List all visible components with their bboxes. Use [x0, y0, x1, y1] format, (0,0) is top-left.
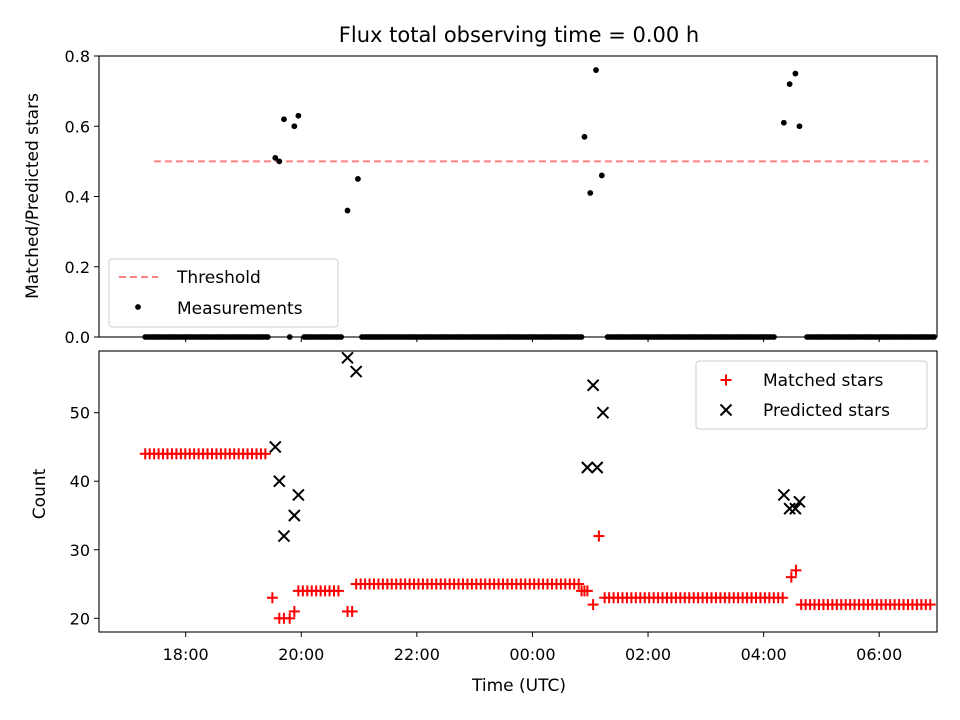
bottom-y-tick-label: 50	[70, 404, 90, 423]
measurement-point	[587, 190, 594, 196]
measurement-point	[272, 154, 279, 161]
matched-star-point	[581, 585, 593, 597]
measurement-point	[786, 81, 793, 87]
top-y-tick-label: 0.0	[65, 328, 90, 347]
bottom-y-tick-label: 20	[70, 609, 90, 628]
predicted-star-point	[273, 475, 286, 488]
predicted-star-point	[292, 488, 305, 502]
x-tick-label: 20:00	[278, 645, 324, 664]
top-y-axis-label: Matched/Predicted stars	[23, 93, 43, 299]
top-axes-frame	[98, 55, 938, 338]
measurement-point	[598, 172, 605, 179]
measurement-point	[581, 133, 588, 140]
measurement-point	[792, 70, 799, 77]
predicted-star-point	[288, 509, 301, 522]
matched-star-point	[573, 578, 585, 590]
predicted-star-point	[586, 379, 600, 392]
bottom-y-tick-label: 40	[70, 472, 90, 491]
matched-star-point	[777, 592, 789, 604]
matched-star-point	[593, 530, 605, 542]
matched-star-point	[266, 592, 278, 604]
predicted-star-point	[277, 529, 291, 543]
measurement-point	[291, 123, 298, 130]
bottom-y-tick-label: 30	[70, 541, 90, 560]
bottom-y-axis-label: Count	[30, 468, 50, 519]
measurement-point	[796, 123, 803, 130]
predicted-star-point	[777, 488, 791, 502]
x-tick-label: 02:00	[625, 645, 671, 664]
x-tick-label: 00:00	[509, 645, 555, 664]
bottom-panel: 20 30 40 50 18:00 20:00 22:00 00:00 02:00 04:00 06…	[70, 350, 938, 664]
bottom-axes-frame	[98, 350, 938, 633]
top-y-tick-label: 0.2	[65, 258, 90, 277]
measurement-point	[276, 158, 283, 165]
predicted-star-point	[349, 365, 363, 378]
x-tick-label: 22:00	[394, 645, 440, 664]
matched-star-point	[790, 564, 802, 576]
top-y-tick-label: 0.4	[65, 188, 90, 207]
measurement-point	[281, 116, 287, 123]
top-y-tick-label: 0.6	[65, 117, 90, 136]
measurement-point	[344, 207, 351, 214]
measurement-point	[780, 119, 787, 126]
legend-measurements-swatch	[135, 304, 141, 310]
top-panel: 0.0 0.2 0.4 0.6 0.8 Threshold Measurements	[65, 47, 938, 347]
matched-star-point	[346, 605, 358, 617]
legend-matched-swatch	[720, 374, 732, 386]
matched-star-point	[785, 571, 797, 583]
top-legend-box	[108, 258, 339, 328]
predicted-star-point	[783, 502, 796, 515]
bottom-legend-box	[695, 360, 928, 430]
predicted-star-point	[581, 461, 594, 474]
x-tick-label: 06:00	[856, 645, 902, 664]
top-legend: Threshold Measurements	[108, 258, 339, 328]
predicted-star-point	[793, 495, 806, 508]
matched-star-point	[259, 448, 271, 460]
legend-predicted-swatch	[719, 403, 733, 417]
predicted-star-point	[596, 406, 610, 419]
matched-star-point	[924, 599, 936, 611]
bottom-legend: Matched stars Predicted stars	[695, 360, 928, 430]
measurement-point	[355, 176, 361, 182]
predicted-star-point	[269, 440, 282, 454]
legend-measurements-label: Measurements	[177, 299, 303, 319]
legend-threshold-label: Threshold	[176, 268, 261, 288]
top-y-tick-label: 0.8	[65, 47, 90, 66]
predicted-star-point	[341, 351, 354, 365]
legend-matched-label: Matched stars	[763, 371, 883, 391]
matched-star-point	[587, 599, 599, 611]
matched-star-point	[288, 605, 300, 617]
predicted-star-point	[789, 502, 802, 515]
matched-star-point	[284, 612, 296, 624]
x-tick-label: 04:00	[741, 645, 787, 664]
chart-title: Flux total observing time = 0.00 h	[339, 23, 699, 47]
matched-star-point	[332, 585, 344, 597]
measurement-point	[593, 67, 599, 73]
legend-predicted-label: Predicted stars	[763, 401, 890, 421]
x-tick-label: 18:00	[163, 645, 209, 664]
measurement-point	[295, 112, 302, 119]
predicted-star-point	[590, 461, 604, 474]
x-axis-label: Time (UTC)	[471, 676, 566, 696]
